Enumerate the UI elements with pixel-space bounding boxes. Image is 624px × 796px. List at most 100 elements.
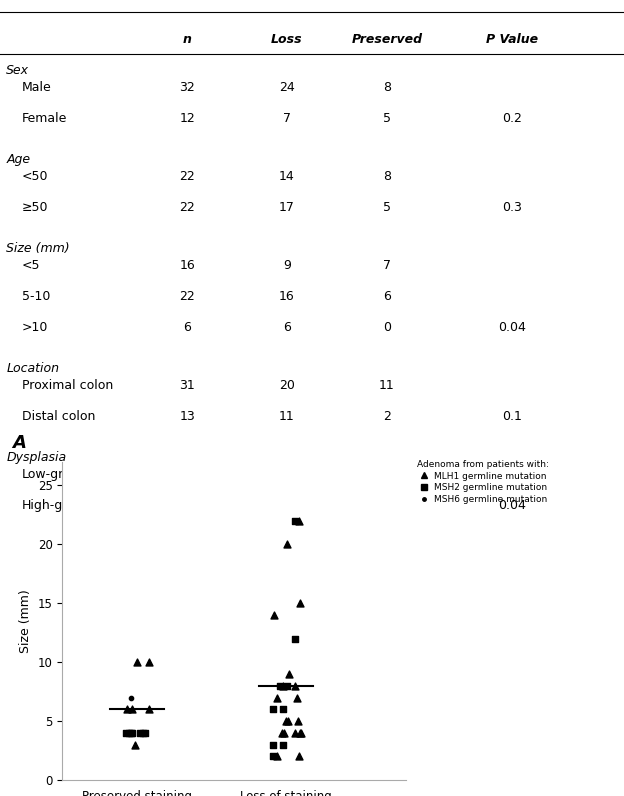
Point: [125, 727, 135, 739]
Text: Low-grade: Low-grade: [22, 468, 87, 481]
Text: 0.3: 0.3: [502, 201, 522, 214]
Point: [290, 679, 300, 692]
Point: [144, 703, 154, 716]
Text: 11: 11: [379, 379, 395, 392]
Text: 12: 12: [179, 111, 195, 125]
Text: 0.04: 0.04: [498, 321, 525, 334]
Text: 6: 6: [183, 321, 191, 334]
Point: [290, 514, 300, 527]
Point: [295, 514, 305, 527]
Text: Dysplasia: Dysplasia: [6, 451, 66, 464]
Point: [281, 715, 291, 728]
Text: 24: 24: [279, 80, 295, 94]
Text: 31: 31: [179, 379, 195, 392]
Text: 32: 32: [179, 80, 195, 94]
Text: 16: 16: [279, 290, 295, 302]
Text: 2: 2: [383, 410, 391, 423]
Point: [132, 656, 142, 669]
Text: A: A: [12, 434, 26, 452]
Point: [290, 727, 300, 739]
Text: 0: 0: [383, 499, 391, 512]
Text: 23: 23: [279, 468, 295, 481]
Text: High-grade: High-grade: [22, 499, 92, 512]
Text: 7: 7: [383, 259, 391, 271]
Text: Male: Male: [22, 80, 52, 94]
Point: [290, 632, 300, 645]
Point: [135, 727, 145, 739]
Text: 22: 22: [179, 290, 195, 302]
Point: [268, 739, 278, 751]
Text: n: n: [183, 33, 192, 46]
Text: 36: 36: [179, 468, 195, 481]
Point: [278, 703, 288, 716]
Point: [268, 750, 278, 763]
Text: 0.1: 0.1: [502, 410, 522, 423]
Text: 17: 17: [279, 201, 295, 214]
Text: Female: Female: [22, 111, 67, 125]
Point: [271, 750, 281, 763]
Text: 13: 13: [379, 468, 395, 481]
Text: 5: 5: [383, 111, 391, 125]
Point: [268, 703, 278, 716]
Point: [283, 715, 293, 728]
Point: [122, 703, 132, 716]
Point: [121, 727, 131, 739]
Text: 11: 11: [279, 410, 295, 423]
Point: [124, 727, 134, 739]
Text: 20: 20: [279, 379, 295, 392]
Text: 9: 9: [283, 259, 291, 271]
Text: 6: 6: [283, 321, 291, 334]
Text: 22: 22: [179, 170, 195, 183]
Legend: MLH1 germline mutation, MSH2 germline mutation, MSH6 germline mutation: MLH1 germline mutation, MSH2 germline mu…: [417, 460, 549, 504]
Point: [279, 727, 289, 739]
Text: 16: 16: [179, 259, 195, 271]
Text: 6: 6: [383, 290, 391, 302]
Text: P Value: P Value: [485, 33, 538, 46]
Text: 8: 8: [383, 170, 391, 183]
Point: [126, 691, 136, 704]
Text: 7: 7: [283, 111, 291, 125]
Text: 8: 8: [183, 499, 191, 512]
Text: 22: 22: [179, 201, 195, 214]
Text: 8: 8: [283, 499, 291, 512]
Text: Location: Location: [6, 362, 59, 375]
Point: [277, 727, 287, 739]
Point: [295, 597, 305, 610]
Text: 0.04: 0.04: [498, 499, 525, 512]
Text: 13: 13: [179, 410, 195, 423]
Text: Sex: Sex: [6, 64, 29, 77]
Point: [278, 679, 288, 692]
Point: [144, 656, 154, 669]
Point: [281, 538, 291, 551]
Point: [278, 739, 288, 751]
Point: [296, 727, 306, 739]
Text: 5: 5: [383, 201, 391, 214]
Point: [285, 668, 295, 681]
Text: <50: <50: [22, 170, 48, 183]
Text: 14: 14: [279, 170, 295, 183]
Point: [127, 727, 137, 739]
Point: [281, 679, 291, 692]
Point: [138, 727, 148, 739]
Point: [293, 715, 303, 728]
Point: [275, 679, 285, 692]
Text: Proximal colon: Proximal colon: [22, 379, 113, 392]
Text: 0: 0: [383, 321, 391, 334]
Text: Age: Age: [6, 153, 31, 166]
Text: 8: 8: [383, 80, 391, 94]
Text: 5-10: 5-10: [22, 290, 50, 302]
Text: <5: <5: [22, 259, 41, 271]
Point: [127, 703, 137, 716]
Text: >10: >10: [22, 321, 48, 334]
Text: 0.2: 0.2: [502, 111, 522, 125]
Text: ≥50: ≥50: [22, 201, 48, 214]
Text: Size (mm): Size (mm): [6, 242, 70, 256]
Point: [295, 727, 305, 739]
Y-axis label: Size (mm): Size (mm): [19, 589, 32, 653]
Point: [292, 691, 302, 704]
Point: [271, 691, 281, 704]
Text: Distal colon: Distal colon: [22, 410, 95, 423]
Point: [130, 739, 140, 751]
Text: Preserved: Preserved: [351, 33, 422, 46]
Text: Loss: Loss: [271, 33, 303, 46]
